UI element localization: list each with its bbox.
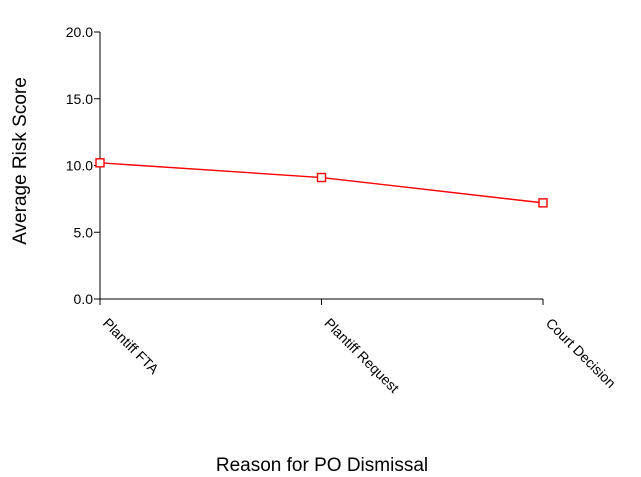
x-axis-title: Reason for PO Dismissal [216, 455, 428, 476]
y-axis-title: Average Risk Score [10, 77, 31, 245]
y-tick-label: 5.0 [74, 224, 94, 240]
y-tick-label: 20.0 [66, 24, 93, 40]
data-point-marker [538, 198, 548, 208]
plot-area: 0.0 5.0 10.0 15.0 20.0 Plantiff FTA Plantiff R… [66, 24, 619, 396]
x-tick-label: Plantiff FTA [100, 315, 163, 378]
data-point-marker [95, 158, 105, 168]
y-tick-label: 10.0 [66, 158, 93, 174]
y-tick-label: 0.0 [74, 291, 94, 307]
series-line [99, 162, 544, 204]
x-tick-label: Court Decision [543, 315, 619, 391]
x-tick-label: Plantiff Request [321, 315, 402, 396]
data-point-marker [316, 172, 327, 183]
y-tick-label: 15.0 [66, 91, 93, 107]
